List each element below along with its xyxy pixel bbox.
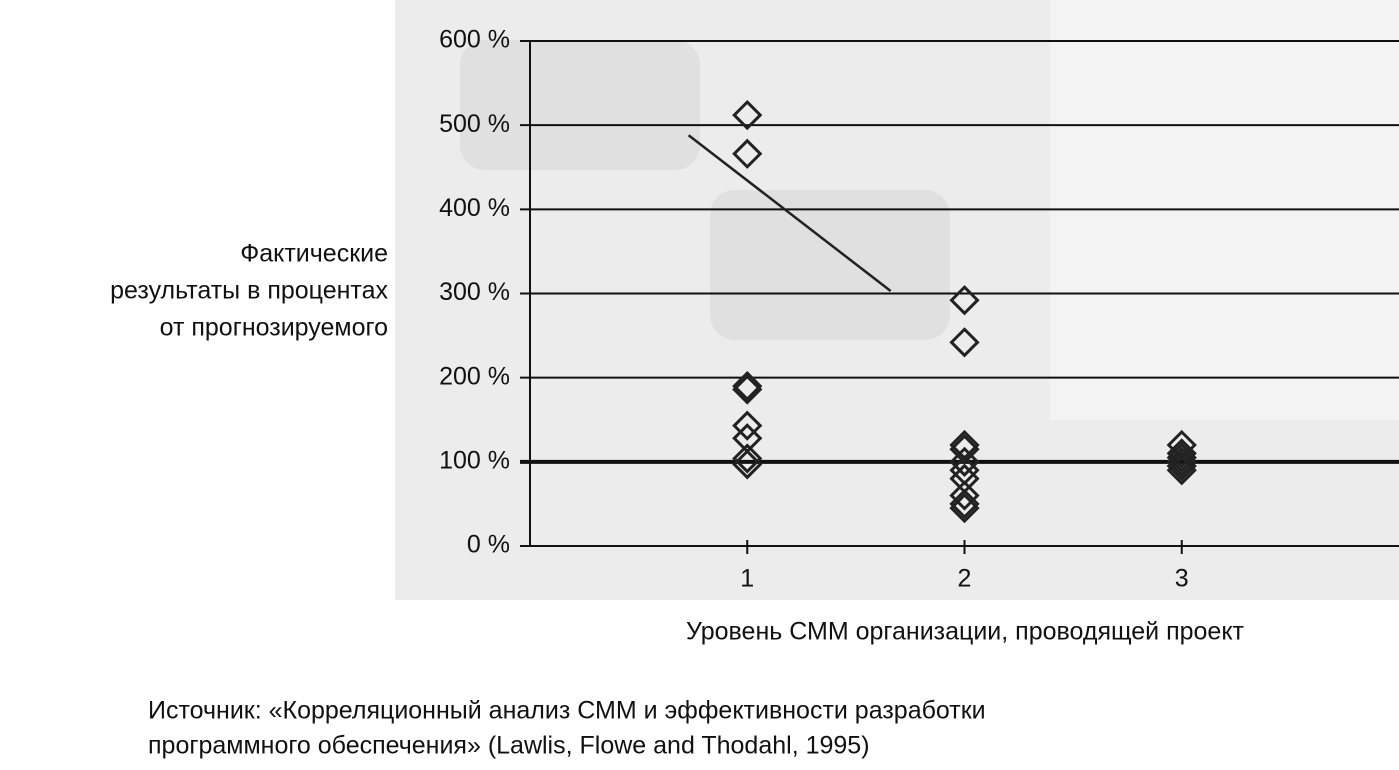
y-tick-label: 500 %: [439, 110, 510, 138]
point: [949, 434, 980, 465]
y-tick-label: 600 %: [439, 26, 510, 54]
y-tick-label: 400 %: [439, 194, 510, 222]
source-note: Источник: «Корреляционный анализ СММ и э…: [148, 697, 986, 725]
y-axis-label: от прогнозируемого: [160, 314, 388, 342]
point: [1166, 450, 1197, 482]
y-tick-label: 0 %: [467, 531, 510, 559]
source-note: программного обеспечения» (Lawlis, Flowe…: [148, 732, 870, 760]
point: [1166, 446, 1197, 477]
point: [1166, 438, 1197, 469]
x-axis-label: Уровень СММ организации, проводящей прое…: [686, 618, 1245, 646]
y-tick-label: 200 %: [439, 362, 510, 390]
background-shape: [710, 190, 950, 340]
point: [732, 449, 763, 480]
point: [949, 480, 980, 511]
x-tick-label: 1: [740, 565, 754, 593]
point: [732, 374, 763, 405]
y-axis-label: Фактические: [240, 240, 388, 268]
point: [732, 99, 763, 131]
y-tick-label: 100 %: [439, 446, 510, 474]
point: [949, 285, 980, 316]
point: [1166, 455, 1197, 486]
point: [949, 446, 980, 477]
background-shape: [460, 40, 700, 170]
point: [732, 370, 763, 402]
trend-line: [687, 134, 892, 292]
point: [732, 138, 763, 169]
point: [732, 410, 763, 441]
point: [949, 488, 980, 520]
point: [949, 493, 980, 524]
point: [732, 443, 763, 474]
point: [949, 327, 980, 358]
x-tick-label: 2: [958, 565, 972, 593]
point: [1166, 442, 1197, 473]
y-tick-label: 300 %: [439, 278, 510, 306]
x-tick-label: 3: [1175, 565, 1189, 593]
y-axis-label: результаты в процентах: [110, 277, 388, 305]
